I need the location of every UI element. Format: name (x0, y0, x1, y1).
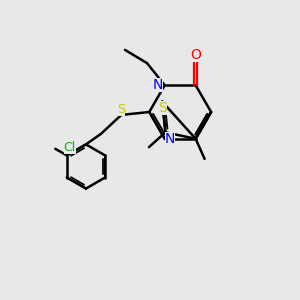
Text: N: N (165, 132, 175, 146)
Text: S: S (158, 101, 167, 115)
Text: N: N (153, 78, 164, 92)
Text: Cl: Cl (64, 141, 76, 154)
Text: O: O (190, 48, 201, 62)
Text: S: S (117, 103, 125, 116)
